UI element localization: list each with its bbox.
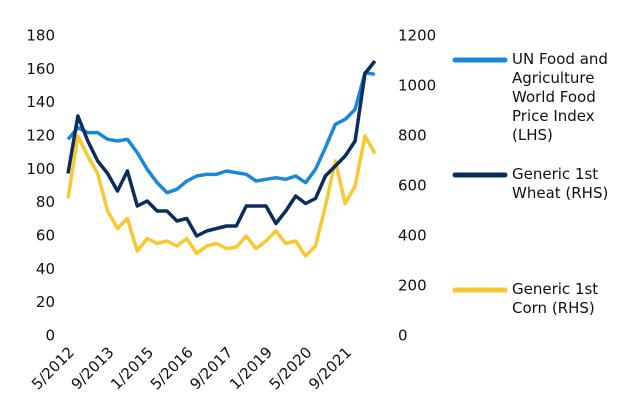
y2-tick-label: 400: [398, 227, 427, 245]
x-tick-label: 1/2019: [226, 343, 276, 393]
series-line: [66, 70, 376, 195]
x-tick-label: 5/2016: [147, 343, 197, 393]
legend-label: Generic 1st Wheat (RHS): [512, 165, 609, 202]
y2-tick-label: 1200: [398, 27, 436, 45]
x-tick-label: 5/2020: [266, 343, 316, 393]
y2-tick-label: 1000: [398, 77, 436, 95]
y-tick-label: 20: [36, 293, 55, 311]
series-line: [66, 134, 377, 258]
y-tick-label: 0: [45, 327, 55, 345]
legend-label: Generic 1st Corn (RHS): [512, 280, 599, 317]
x-tick-label: 9/2017: [186, 343, 236, 393]
y-tick-label: 140: [26, 93, 55, 111]
legend-label: UN Food and Agriculture World Food Price…: [512, 50, 608, 144]
y-tick-label: 120: [26, 127, 55, 145]
x-tick-label: 9/2021: [305, 343, 355, 393]
x-tick-label: 9/2013: [68, 343, 118, 393]
y2-tick-label: 600: [398, 177, 427, 195]
y-tick-label: 80: [36, 193, 55, 211]
y2-tick-label: 800: [398, 127, 427, 145]
x-tick-label: 1/2015: [107, 343, 157, 393]
series-line: [66, 59, 377, 238]
y-tick-label: 100: [26, 160, 55, 178]
x-tick-label: 5/2012: [28, 343, 78, 393]
y-tick-label: 180: [26, 27, 55, 45]
y2-tick-label: 200: [398, 277, 427, 295]
y-tick-label: 60: [36, 227, 55, 245]
y2-tick-label: 0: [398, 327, 408, 345]
y-tick-label: 160: [26, 60, 55, 78]
y-tick-label: 40: [36, 260, 55, 278]
